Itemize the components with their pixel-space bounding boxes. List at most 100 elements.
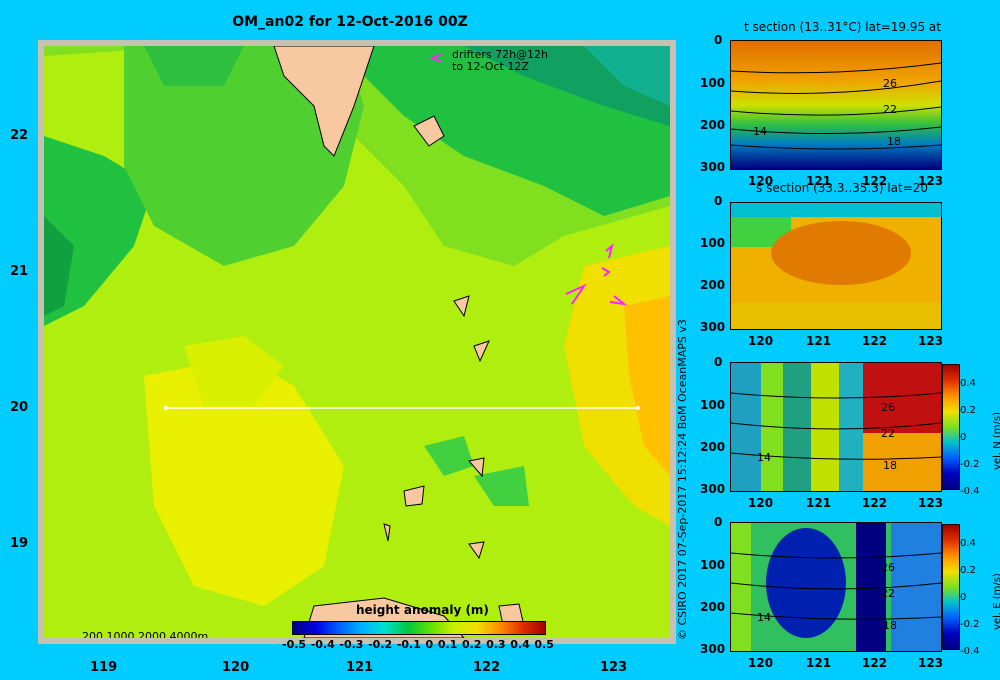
vel-n-colorbar-ticks: 0.4 0.2 0 -0.2 -0.4 (960, 370, 980, 505)
colorbar-tick: -0.2 (368, 638, 393, 651)
y-tick: 22 (10, 128, 29, 143)
x-tick: 122 (473, 660, 501, 675)
y-tick: 100 (700, 236, 726, 250)
drifter-legend-arrow (429, 53, 443, 63)
green-patch (474, 466, 529, 506)
drifter-track (609, 295, 628, 306)
map-title: OM_an02 for 12-Oct-2016 00Z (232, 14, 468, 30)
vel-n-colorbar-title: vel. N (m/s) (992, 412, 1000, 470)
colorbar-tick: 0.2 (461, 638, 482, 651)
s-section-svg (731, 203, 941, 329)
x-tick: 121 (806, 174, 832, 188)
left-deep-zone (44, 216, 74, 316)
x-tick: 123 (918, 496, 944, 510)
y-tick: 200 (700, 600, 726, 614)
s-section-title: s section (33.3..35.3) lat=20 (756, 181, 929, 195)
green-patch (424, 436, 474, 476)
vel-n-colorbar (942, 364, 960, 490)
colorbar-tick: 0.1 (437, 638, 458, 651)
t-section-svg (731, 41, 941, 169)
colorbar-tick: 0.5 (534, 638, 554, 651)
x-tick: 121 (806, 334, 832, 348)
left-green-zone (44, 136, 154, 326)
y-tick: 300 (700, 160, 726, 174)
vel-e-panel[interactable]: 26 22 18 14 (730, 522, 942, 652)
y-tick: 0 (714, 194, 723, 208)
height-colorbar (292, 621, 546, 635)
x-tick: 123 (918, 334, 944, 348)
colorbar-tick: 0.4 (960, 378, 976, 389)
y-tick: 0 (714, 33, 723, 47)
vel-n-svg (731, 363, 941, 491)
yellow-zone-south (144, 356, 344, 606)
colorbar-title: height anomaly (m) (356, 603, 489, 617)
x-tick: 120 (748, 656, 774, 670)
colorbar-tick: -0.4 (310, 638, 335, 651)
contour-label: 22 (881, 587, 895, 600)
top-green-patch (144, 46, 244, 86)
x-tick: 123 (918, 656, 944, 670)
contour-label: 18 (883, 459, 897, 472)
yellow-patch (184, 336, 284, 406)
contour-label: 14 (757, 611, 771, 624)
x-tick: 120 (748, 334, 774, 348)
x-tick: 122 (862, 656, 888, 670)
x-tick: 120 (748, 174, 774, 188)
colorbar-tick: -0.2 (960, 619, 980, 630)
contour-label: 18 (887, 135, 901, 148)
island (403, 485, 425, 507)
island (468, 541, 485, 560)
cyan-green-zone (584, 46, 670, 106)
depth-legend: 200 1000 2000 4000m (82, 630, 209, 638)
colorbar-tick: 0.3 (486, 638, 506, 651)
y-tick: 0 (714, 355, 723, 369)
vel-e-svg (731, 523, 941, 651)
colorbar-tick: 0.4 (960, 538, 976, 549)
section-end-marker (636, 406, 640, 410)
y-tick: 200 (700, 440, 726, 454)
y-tick: 100 (700, 398, 726, 412)
x-tick: 121 (806, 656, 832, 670)
taiwan-land (273, 46, 375, 157)
y-tick: 300 (700, 642, 726, 656)
island (468, 457, 485, 478)
section-start-marker (164, 406, 168, 410)
vel-e-colorbar-ticks: 0.4 0.2 0 -0.2 -0.4 (960, 530, 980, 665)
y-tick: 200 (700, 118, 726, 132)
y-tick: 300 (700, 482, 726, 496)
t-section-panel[interactable]: 26 22 18 14 (730, 40, 942, 170)
colorbar-ticks: -0.5 -0.4 -0.3 -0.2 -0.1 0 0.1 0.2 0.3 0… (282, 638, 554, 651)
colorbar-tick: 0 (960, 432, 967, 443)
x-tick: 122 (862, 496, 888, 510)
vel-e-colorbar (942, 524, 960, 650)
contour-label: 18 (883, 619, 897, 632)
colorbar-tick: -0.5 (282, 638, 307, 651)
contour-label: 26 (881, 401, 895, 414)
x-tick: 122 (862, 334, 888, 348)
x-tick: 123 (918, 174, 944, 188)
y-tick: 100 (700, 76, 726, 90)
y-tick: 300 (700, 320, 726, 334)
colorbar-tick: 0 (425, 638, 434, 651)
contour-label: 26 (883, 77, 897, 90)
map-canvas[interactable]: drifters 72h@12h to 12-Oct 12Z 200 1000 … (44, 46, 670, 638)
x-tick: 122 (862, 174, 888, 188)
drifters-label-2: to 12-Oct 12Z (452, 60, 529, 73)
contour-label: 14 (757, 451, 771, 464)
contour-label: 14 (753, 125, 767, 138)
colorbar-tick: -0.4 (960, 486, 980, 497)
colorbar-tick: -0.2 (960, 459, 980, 470)
contour-label: 22 (881, 427, 895, 440)
colorbar-tick: 0.2 (960, 565, 976, 576)
contour-label: 26 (881, 561, 895, 574)
colorbar-tick: 0 (960, 592, 967, 603)
y-tick: 19 (10, 536, 29, 551)
upper-green-zone (124, 46, 364, 266)
height-anomaly-map[interactable]: drifters 72h@12h to 12-Oct 12Z 200 1000 … (38, 40, 676, 644)
map-svg (44, 46, 670, 638)
s-section-panel[interactable] (730, 202, 942, 330)
copyright-text: © CSIRO 2017 07-Sep-2017 15:12:24 BoM Oc… (676, 319, 689, 640)
x-tick: 121 (806, 496, 832, 510)
island (453, 295, 470, 318)
vel-n-panel[interactable]: 26 22 18 14 (730, 362, 942, 492)
